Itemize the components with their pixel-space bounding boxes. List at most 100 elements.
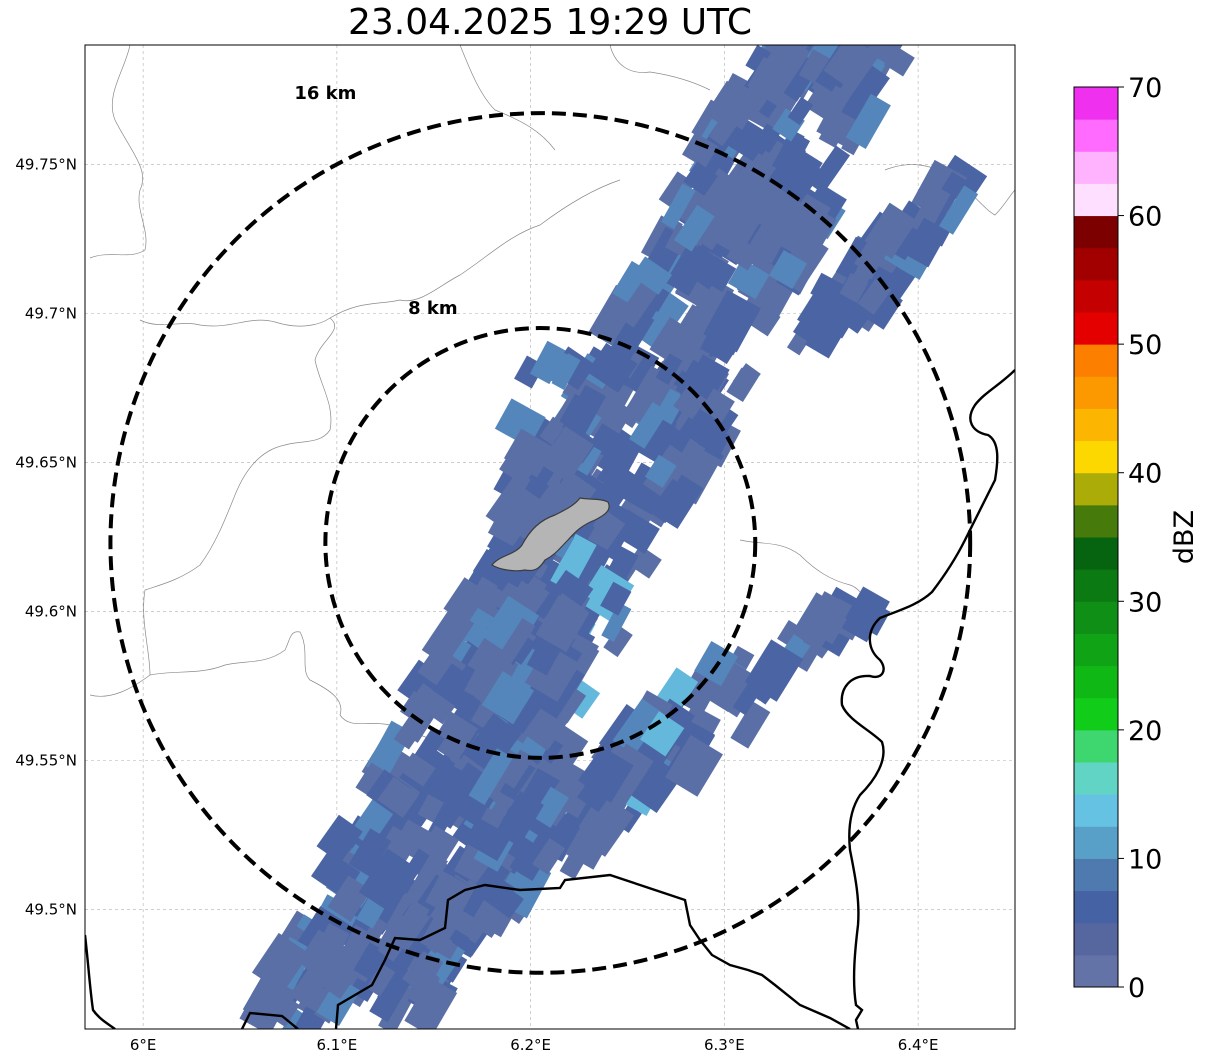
echo-cell	[682, 132, 719, 169]
echo-cell	[612, 509, 660, 554]
echo-cell	[644, 454, 677, 488]
echo-cell	[760, 207, 800, 253]
echo-cell	[495, 790, 544, 847]
echo-cell	[578, 564, 635, 623]
echo-cell	[910, 184, 951, 236]
echo-cell	[655, 667, 699, 713]
colorbar-segment	[1074, 954, 1118, 988]
echo-cell	[751, 70, 793, 108]
colorbar-tick-label: 30	[1128, 587, 1162, 618]
colorbar-segment	[1074, 215, 1118, 249]
range-ring-label: 16 km	[294, 83, 356, 104]
colorbar-segment	[1074, 312, 1118, 345]
echo-cell	[883, 45, 915, 77]
colorbar-segment	[1074, 826, 1118, 859]
colorbar-segment	[1074, 87, 1118, 120]
echo-cell	[540, 426, 594, 483]
colorbar: 0 10 20 30 40 50 60 70 dBZ	[1073, 73, 1200, 1004]
echo-cell	[631, 288, 689, 351]
colorbar-segment	[1074, 794, 1118, 827]
echo-cell	[802, 601, 848, 645]
echo-cell	[586, 342, 638, 393]
colorbar-segment	[1074, 504, 1118, 538]
echo-cell	[649, 478, 689, 524]
echo-cell	[499, 471, 531, 508]
echo-cell	[627, 411, 677, 463]
echo-cell	[726, 367, 759, 403]
echo-cell	[316, 814, 363, 864]
echo-cell	[400, 752, 436, 787]
echo-cell	[496, 618, 536, 668]
echo-cell	[701, 256, 737, 293]
colorbar-segment	[1074, 665, 1118, 699]
echo-cell	[653, 424, 691, 465]
echo-cell	[609, 308, 655, 362]
echo-cell	[627, 545, 662, 579]
echo-cell	[693, 281, 735, 334]
echo-cell	[600, 581, 632, 616]
echo-cell	[251, 932, 310, 994]
echo-cell	[463, 713, 522, 775]
map-area: 8 km 16 km	[85, 45, 1015, 1029]
echo-cell	[475, 859, 510, 897]
colorbar-segment	[1074, 183, 1118, 217]
echo-cell	[675, 170, 729, 231]
echo-cell	[823, 45, 880, 92]
lat-tick-label: 49.7°N	[25, 304, 77, 322]
lon-tick-label: 6.2°E	[510, 1036, 551, 1054]
colorbar-segment	[1074, 408, 1118, 442]
echo-cell	[289, 957, 335, 1008]
echo-cell	[601, 602, 632, 643]
echo-cell	[481, 595, 540, 657]
colorbar-segment	[1074, 537, 1118, 570]
echo-cell	[683, 161, 719, 196]
colorbar-label: dBZ	[1169, 510, 1200, 564]
echo-cell	[463, 817, 512, 862]
colorbar-segment	[1074, 858, 1118, 892]
echo-cell	[543, 592, 588, 638]
echo-cell	[700, 388, 735, 423]
echo-cell	[532, 837, 566, 875]
colorbar-segment	[1074, 697, 1118, 731]
echo-cell	[425, 870, 475, 920]
echo-cell	[524, 644, 581, 702]
echo-cell	[727, 118, 773, 164]
echo-cell	[864, 202, 918, 259]
colorbar-frame	[1073, 86, 1119, 988]
echo-cell	[421, 607, 475, 667]
colorbar-segment	[1074, 247, 1118, 281]
colorbar-segment	[1074, 440, 1118, 474]
colorbar-segment	[1074, 729, 1118, 763]
echo-cell	[712, 199, 763, 251]
colorbar-segment	[1074, 344, 1118, 377]
echo-cell	[839, 272, 869, 304]
map-frame	[84, 44, 1016, 1030]
echo-cell	[404, 977, 458, 1029]
echo-cell	[848, 596, 891, 636]
echo-cell	[532, 786, 569, 828]
range-rings: 8 km 16 km	[108, 83, 973, 975]
echo-cell	[509, 840, 549, 881]
echo-cell	[551, 353, 581, 391]
colorbar-tick-label: 60	[1128, 202, 1162, 233]
echo-cell	[753, 655, 796, 705]
colorbar-tick-label: 50	[1128, 330, 1162, 361]
echo-cell	[665, 734, 723, 797]
colorbar-tick-label: 20	[1128, 716, 1162, 747]
colorbar-segment	[1074, 151, 1118, 184]
echo-cell	[327, 875, 372, 922]
echo-cell	[903, 217, 949, 268]
echo-cell	[631, 256, 673, 295]
echo-cell	[640, 215, 678, 262]
echo-cell	[625, 754, 683, 813]
echo-cell	[715, 72, 753, 115]
echo-cell	[429, 711, 479, 763]
echo-cell	[392, 819, 433, 861]
echo-cell	[629, 401, 669, 449]
echo-cell	[499, 450, 537, 486]
radar-echoes	[239, 45, 988, 1029]
echo-cell	[617, 277, 661, 328]
chart-title: 23.04.2025 19:29 UTC	[347, 2, 753, 43]
echo-cell	[532, 343, 570, 383]
